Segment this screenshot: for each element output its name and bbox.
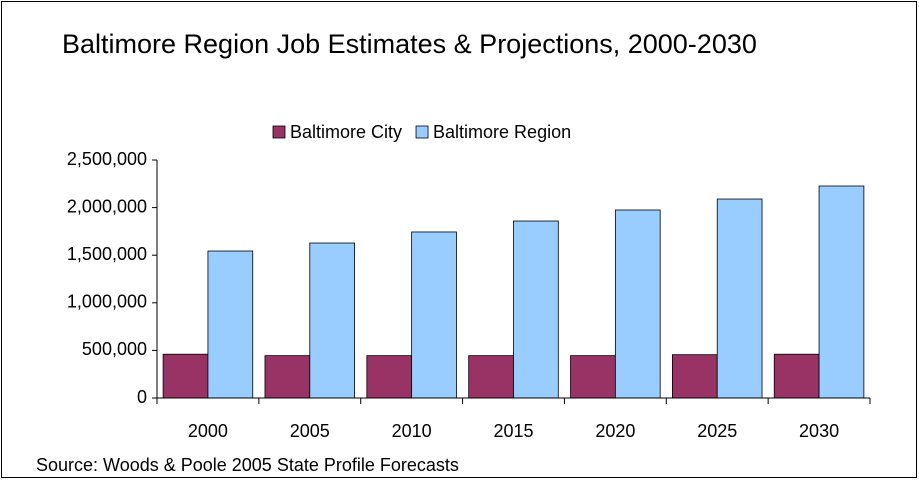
bar <box>264 355 311 399</box>
x-tick-label: 2000 <box>188 421 228 441</box>
y-tick-label: 2,000,000 <box>67 196 147 216</box>
bar <box>309 242 356 399</box>
legend-swatch <box>272 125 286 139</box>
y-tick-label: 0 <box>137 387 147 407</box>
bar <box>671 354 718 399</box>
bar <box>207 250 254 399</box>
x-tick-label: 2025 <box>697 421 737 441</box>
x-tick-label: 2010 <box>392 421 432 441</box>
legend-label: Baltimore City <box>290 122 402 142</box>
bar <box>366 355 413 399</box>
bar <box>716 198 763 399</box>
bar <box>468 355 514 399</box>
bar <box>411 231 457 399</box>
x-tick-label: 2020 <box>595 421 635 441</box>
y-tick-label: 2,500,000 <box>67 149 147 169</box>
legend-label: Baltimore Region <box>433 122 571 142</box>
bar <box>818 185 865 399</box>
legend-swatch <box>415 125 429 139</box>
bar <box>513 220 559 399</box>
bar <box>614 209 661 399</box>
bar <box>773 353 820 399</box>
y-tick-label: 1,000,000 <box>67 292 147 312</box>
y-tick-label: 500,000 <box>82 339 147 359</box>
bar <box>162 353 209 399</box>
chart-title: Baltimore Region Job Estimates & Project… <box>62 29 757 59</box>
x-tick-label: 2030 <box>799 421 839 441</box>
bar <box>570 355 616 399</box>
x-tick-label: 2005 <box>290 421 330 441</box>
y-tick-label: 1,500,000 <box>67 244 147 264</box>
x-tick-label: 2015 <box>493 421 533 441</box>
source-note: Source: Woods & Poole 2005 State Profile… <box>36 455 459 475</box>
